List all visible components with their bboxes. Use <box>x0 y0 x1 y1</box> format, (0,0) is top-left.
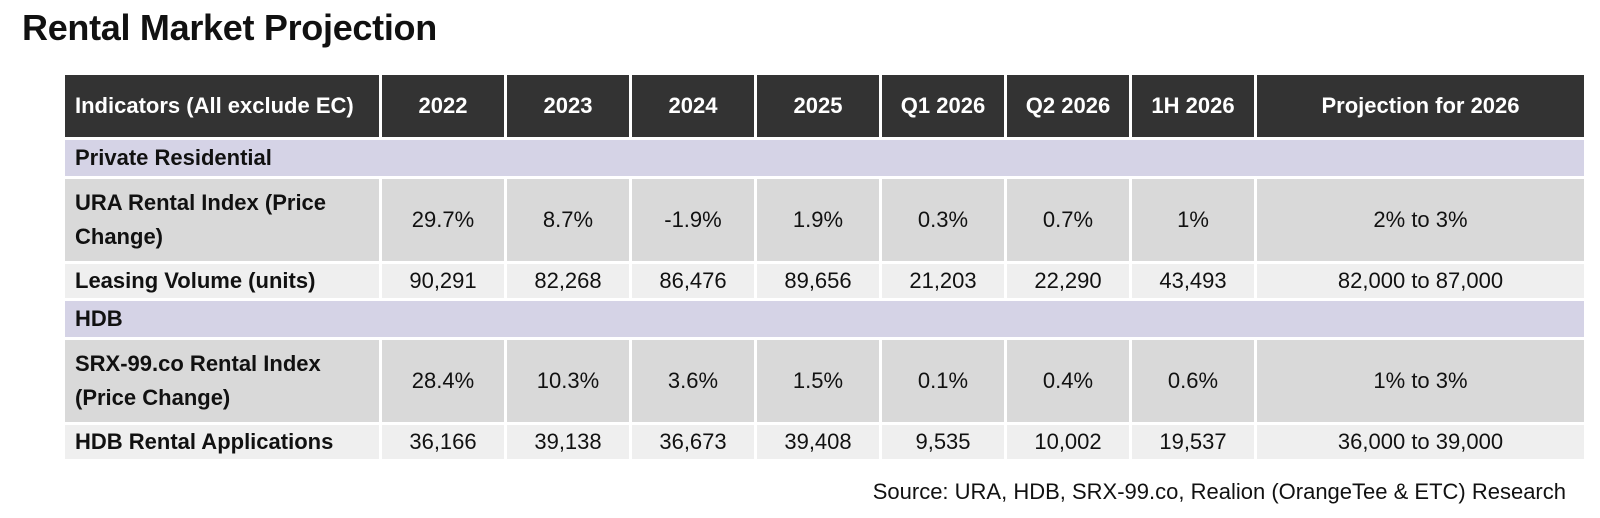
page-title: Rental Market Projection <box>22 7 437 48</box>
section-row-hdb: HDB <box>62 298 1587 340</box>
table-cell: 21,203 <box>879 261 1007 301</box>
header-row: Indicators (All exclude EC) 2022 2023 20… <box>62 72 1587 140</box>
rental-table: Indicators (All exclude EC) 2022 2023 20… <box>62 72 1587 462</box>
table-cell: 10,002 <box>1004 422 1132 462</box>
table-cell: 8.7% <box>504 176 632 264</box>
section-label: Private Residential <box>62 137 1587 179</box>
header-cell-q2-2026: Q2 2026 <box>1004 72 1132 140</box>
row-label: SRX-99.co Rental Index (Price Change) <box>62 337 382 425</box>
header-cell-2024: 2024 <box>629 72 757 140</box>
row-label: Leasing Volume (units) <box>62 261 382 301</box>
table-cell: 43,493 <box>1129 261 1257 301</box>
table-cell: 2% to 3% <box>1254 176 1587 264</box>
table-cell: 39,138 <box>504 422 632 462</box>
table-cell: 3.6% <box>629 337 757 425</box>
table-cell: 29.7% <box>379 176 507 264</box>
table-row: Leasing Volume (units) 90,291 82,268 86,… <box>62 261 1587 301</box>
table-cell: 39,408 <box>754 422 882 462</box>
table-cell: 36,673 <box>629 422 757 462</box>
table-cell: 86,476 <box>629 261 757 301</box>
section-row-private-residential: Private Residential <box>62 137 1587 179</box>
rental-table-container: Indicators (All exclude EC) 2022 2023 20… <box>62 72 1587 462</box>
table-cell: 1.9% <box>754 176 882 264</box>
table-cell: 28.4% <box>379 337 507 425</box>
table-cell: -1.9% <box>629 176 757 264</box>
row-label: URA Rental Index (Price Change) <box>62 176 382 264</box>
table-cell: 1% <box>1129 176 1257 264</box>
table-cell: 90,291 <box>379 261 507 301</box>
table-cell: 82,000 to 87,000 <box>1254 261 1587 301</box>
table-cell: 1% to 3% <box>1254 337 1587 425</box>
table-cell: 0.4% <box>1004 337 1132 425</box>
table-cell: 36,000 to 39,000 <box>1254 422 1587 462</box>
table-cell: 1.5% <box>754 337 882 425</box>
header-cell-projection: Projection for 2026 <box>1254 72 1587 140</box>
header-cell-2025: 2025 <box>754 72 882 140</box>
table-row: URA Rental Index (Price Change) 29.7% 8.… <box>62 176 1587 264</box>
table-cell: 19,537 <box>1129 422 1257 462</box>
table-cell: 36,166 <box>379 422 507 462</box>
table-cell: 0.1% <box>879 337 1007 425</box>
table-cell: 82,268 <box>504 261 632 301</box>
header-cell-2023: 2023 <box>504 72 632 140</box>
header-cell-1h-2026: 1H 2026 <box>1129 72 1257 140</box>
header-cell-q1-2026: Q1 2026 <box>879 72 1007 140</box>
table-cell: 0.6% <box>1129 337 1257 425</box>
table-cell: 89,656 <box>754 261 882 301</box>
table-cell: 0.3% <box>879 176 1007 264</box>
row-label: HDB Rental Applications <box>62 422 382 462</box>
table-cell: 10.3% <box>504 337 632 425</box>
header-cell-indicators: Indicators (All exclude EC) <box>62 72 382 140</box>
table-cell: 22,290 <box>1004 261 1132 301</box>
source-note: Source: URA, HDB, SRX-99.co, Realion (Or… <box>872 479 1566 504</box>
table-row: SRX-99.co Rental Index (Price Change) 28… <box>62 337 1587 425</box>
header-cell-2022: 2022 <box>379 72 507 140</box>
table-cell: 9,535 <box>879 422 1007 462</box>
table-cell: 0.7% <box>1004 176 1132 264</box>
table-row: HDB Rental Applications 36,166 39,138 36… <box>62 422 1587 462</box>
table-body: Private Residential URA Rental Index (Pr… <box>62 137 1587 462</box>
section-label: HDB <box>62 298 1587 340</box>
table-header: Indicators (All exclude EC) 2022 2023 20… <box>62 72 1587 140</box>
